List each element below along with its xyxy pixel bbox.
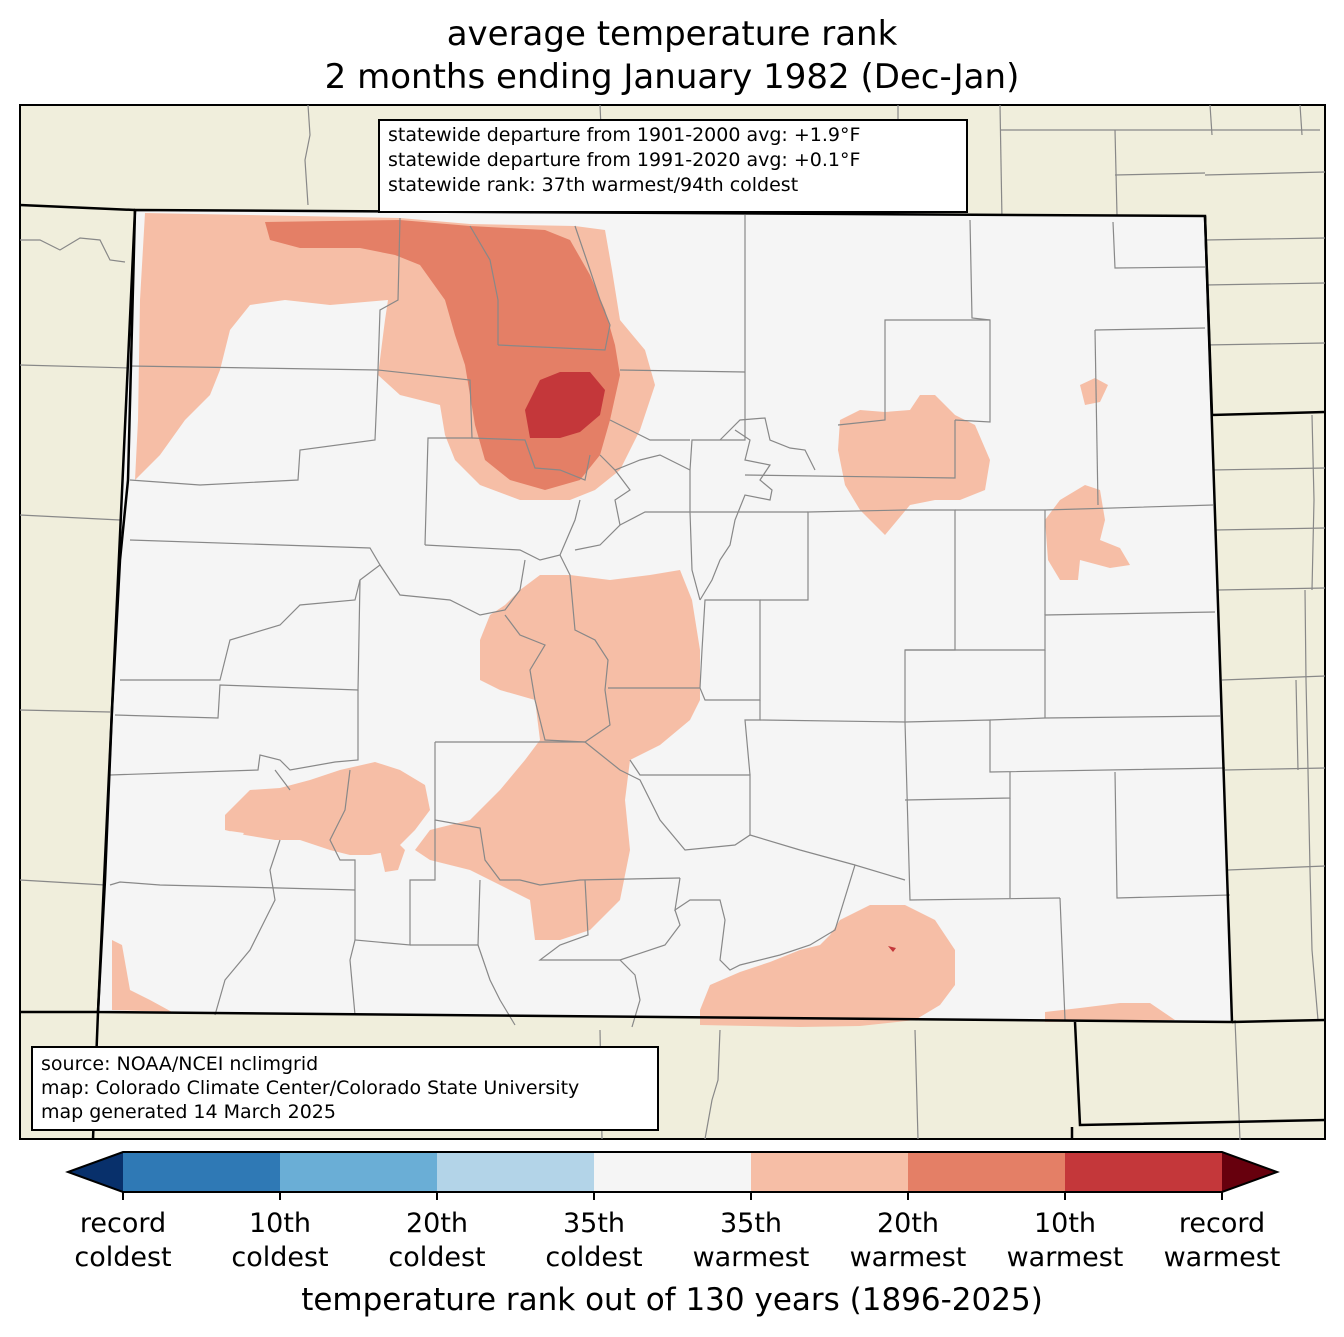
colorbar-bin-10th-record-warmest <box>1065 1152 1222 1192</box>
stats-rank: statewide rank: 37th warmest/94th coldes… <box>388 174 799 196</box>
colorbar-bin-20th-35th-coldest <box>437 1152 594 1192</box>
colorbar-tick-label: 10th coldest <box>231 1208 329 1273</box>
source-text: source: NOAA/NCEI nclimgrid <box>41 1053 319 1075</box>
colorbar-tick-label: 35th coldest <box>545 1208 643 1273</box>
map-subtitle: 2 months ending January 1982 (Dec-Jan) <box>324 57 1020 97</box>
stats-departure-1991-2020: statewide departure from 1991-2020 avg: … <box>388 149 861 171</box>
colorbar-ticks <box>122 1192 1223 1200</box>
colorbar-bin-35th-20th-warmest <box>751 1152 908 1192</box>
colorbar-tick-label: record warmest <box>1163 1208 1281 1273</box>
rank-shading-small-patch <box>230 831 244 838</box>
colorbar-extend-low <box>68 1152 123 1192</box>
colorbar-title: temperature rank out of 130 years (1896-… <box>301 1282 1043 1318</box>
colorbar-tick-label: 20th coldest <box>388 1208 486 1273</box>
colorbar-bin-10th-20th-coldest <box>280 1152 437 1192</box>
colorbar-tick-label: record coldest <box>74 1208 172 1273</box>
stats-departure-1901-2000: statewide departure from 1901-2000 avg: … <box>388 124 861 146</box>
rank-shading-10th-record-warmest <box>525 372 896 952</box>
colorbar-bin-20th-10th-warmest <box>908 1152 1065 1192</box>
map-generated-text: map generated 14 March 2025 <box>41 1101 336 1123</box>
map-credit-text: map: Colorado Climate Center/Colorado St… <box>41 1077 580 1099</box>
colorbar-extend-high <box>1222 1152 1277 1192</box>
colorbar-tick-label: 20th warmest <box>849 1208 967 1273</box>
colorbar <box>65 1151 1280 1200</box>
colorado-county-lines <box>109 215 1231 1028</box>
colorbar-bin-near-normal <box>594 1152 751 1192</box>
source-box: source: NOAA/NCEI nclimgrid map: Colorad… <box>31 1046 659 1131</box>
state-borders <box>19 203 1326 1140</box>
colorbar-tick-label: 35th warmest <box>692 1208 810 1273</box>
map-title: average temperature rank <box>446 14 898 54</box>
statewide-stats-box: statewide departure from 1901-2000 avg: … <box>378 119 968 213</box>
colorbar-bin-record-10th-coldest <box>123 1152 280 1192</box>
colorbar-tick-label: 10th warmest <box>1006 1208 1124 1273</box>
